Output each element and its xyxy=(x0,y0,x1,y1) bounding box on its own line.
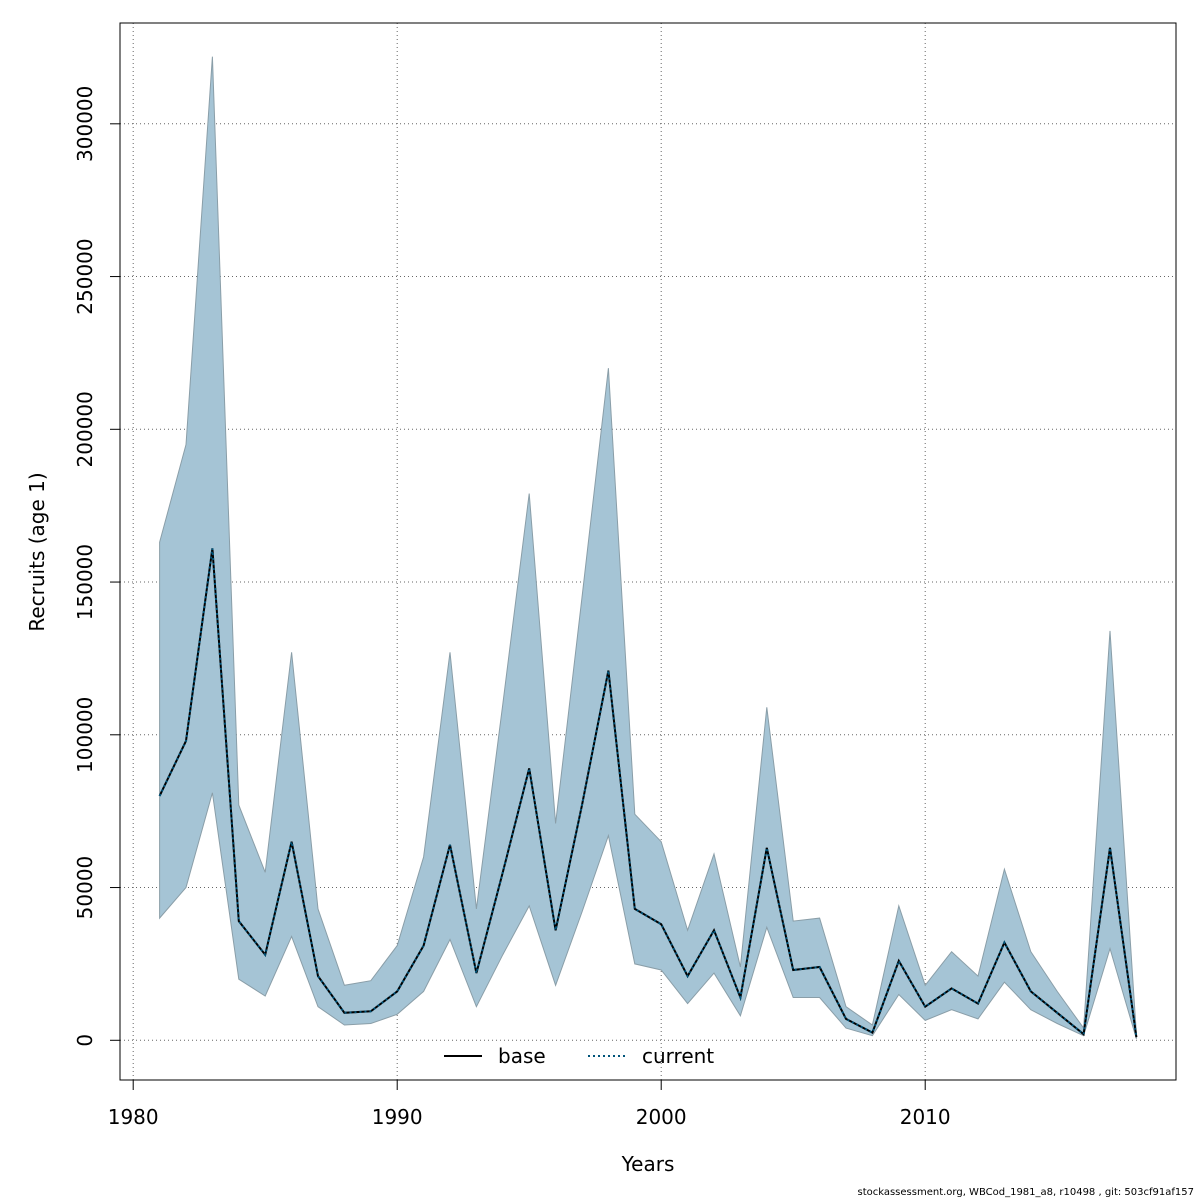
confidence-band xyxy=(159,56,1137,1039)
y-tick-label: 300000 xyxy=(73,86,97,162)
footer-credit: stockassessment.org, WBCod_1981_a8, r104… xyxy=(857,1187,1194,1198)
legend: base current xyxy=(444,1044,714,1068)
y-tick-label: 0 xyxy=(73,1034,97,1047)
confidence-band-layer xyxy=(159,56,1137,1039)
legend-label-current: current xyxy=(642,1044,714,1068)
x-tick-label: 2010 xyxy=(900,1105,951,1129)
y-tick-label: 50000 xyxy=(73,856,97,920)
x-tick-label: 1980 xyxy=(108,1105,159,1129)
series-line-base xyxy=(158,548,1138,1038)
y-tick-label: 100000 xyxy=(73,697,97,773)
y-tick-label: 150000 xyxy=(73,544,97,620)
y-axis-title: Recruits (age 1) xyxy=(25,472,49,631)
legend-label-base: base xyxy=(498,1044,546,1068)
x-tick-label: 1990 xyxy=(372,1105,423,1129)
x-axis-title: Years xyxy=(621,1152,675,1176)
plot-box xyxy=(119,22,1177,1081)
y-tick-label: 250000 xyxy=(73,238,97,314)
x-tick-label: 2000 xyxy=(636,1105,687,1129)
y-tick-label: 200000 xyxy=(73,391,97,467)
series-line-layer xyxy=(158,548,1138,1038)
tick-layer: 1980 1990 2000 2010 0 50000 100000 150000 200000… xyxy=(73,86,951,1129)
